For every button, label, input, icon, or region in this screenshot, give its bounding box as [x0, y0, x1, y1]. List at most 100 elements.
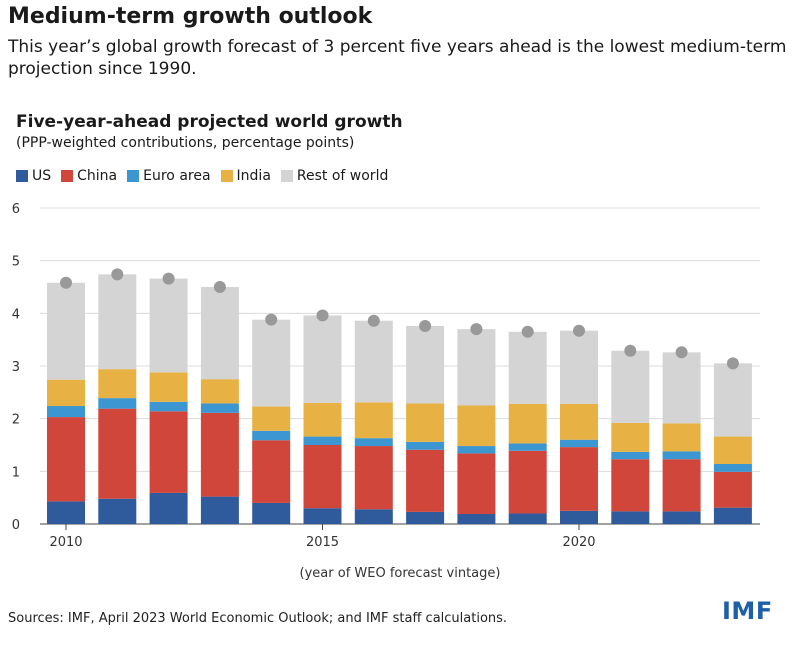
legend-item-india: India: [220, 168, 271, 184]
bar-segment-euro-area: [98, 398, 137, 409]
bar-segment-rest-of-world: [200, 287, 239, 380]
bar-segment-us: [406, 511, 445, 524]
total-marker: [470, 323, 483, 336]
bar-segment-rest-of-world: [611, 350, 650, 423]
bar-segment-india: [354, 402, 393, 439]
y-tick-label: 6: [12, 202, 20, 217]
legend-label: China: [77, 168, 118, 184]
bar-segment-euro-area: [149, 401, 188, 412]
bar-segment-china: [354, 446, 393, 510]
bar-segment-us: [611, 511, 650, 524]
bar-segment-euro-area: [303, 436, 342, 445]
total-marker: [213, 281, 226, 293]
subhead: This year’s global growth forecast of 3 …: [8, 37, 787, 79]
bar-segment-euro-area: [252, 430, 291, 441]
imf-logo: IMF: [722, 597, 773, 625]
plot-area: 0 1 2 3 4 5 6 2010 2015 2020: [12, 202, 760, 550]
bar-segment-china: [303, 445, 342, 509]
bar-segment-rest-of-world: [354, 320, 393, 403]
bar-segment-us: [354, 509, 393, 524]
total-marker: [111, 268, 124, 281]
bar-segment-india: [200, 379, 239, 404]
y-tick-label: 1: [12, 465, 20, 480]
y-tick-label: 2: [12, 413, 20, 428]
bar-segment-us: [47, 501, 85, 524]
x-axis-label: (year of WEO forecast vintage): [299, 566, 501, 581]
bar-segment-us: [252, 502, 291, 524]
x-tick-label: 2015: [306, 535, 339, 550]
total-marker: [316, 309, 329, 322]
bar-segment-india: [303, 402, 342, 437]
bar-segment-india: [560, 403, 598, 440]
legend-swatch: [61, 170, 74, 182]
y-tick-label: 5: [12, 255, 20, 270]
total-marker: [675, 346, 688, 359]
total-marker: [265, 313, 278, 326]
bar-segment-china: [611, 459, 650, 512]
bar-segment-rest-of-world: [47, 282, 85, 380]
bar-segment-us: [149, 492, 188, 524]
legend-item-china: China: [61, 168, 117, 184]
bar-segment-us: [560, 510, 598, 524]
bar-segment-rest-of-world: [713, 363, 752, 437]
source-note: Sources: IMF, April 2023 World Economic …: [8, 611, 508, 626]
bar-segment-india: [149, 372, 188, 402]
bar-segment-rest-of-world: [457, 329, 496, 406]
legend-item-euro-area: Euro area: [127, 168, 211, 184]
total-marker: [419, 319, 432, 332]
legend-item-rest-of-world: Rest of world: [280, 168, 388, 184]
total-marker: [162, 272, 175, 285]
bar-segment-india: [98, 369, 137, 399]
bar-segment-rest-of-world: [252, 319, 291, 407]
legend-swatch: [280, 170, 293, 182]
bar-segment-us: [662, 511, 701, 524]
legend: US China Euro area India Rest of world: [16, 168, 398, 184]
total-marker: [726, 357, 739, 370]
y-tick-label: 3: [12, 360, 20, 375]
total-marker: [573, 324, 585, 337]
bar-segment-euro-area: [560, 439, 598, 448]
x-tick-label: 2020: [562, 535, 595, 550]
bar-segment-us: [713, 507, 752, 524]
bar-segment-india: [662, 423, 701, 452]
headline: Medium-term growth outlook: [8, 4, 373, 29]
bar-segment-euro-area: [47, 406, 85, 418]
bar-segment-china: [713, 471, 752, 508]
bar-segment-china: [406, 449, 445, 512]
legend-swatch: [127, 170, 140, 182]
bar-segment-rest-of-world: [662, 352, 701, 424]
bar-segment-rest-of-world: [508, 331, 547, 404]
bar-segment-us: [98, 498, 137, 524]
total-marker: [367, 314, 380, 327]
legend-swatch: [220, 170, 233, 182]
bar-segment-india: [47, 379, 85, 407]
bar-segment-us: [200, 496, 239, 524]
legend-label: Euro area: [143, 168, 211, 184]
bar-segment-china: [508, 450, 547, 514]
bar-segment-china: [662, 459, 701, 512]
bar-segment-india: [252, 406, 291, 431]
total-marker: [521, 325, 534, 338]
bar-segment-rest-of-world: [149, 278, 188, 373]
bar-segment-rest-of-world: [406, 325, 445, 404]
bar-segment-india: [406, 403, 445, 442]
bar-segment-euro-area: [508, 443, 547, 451]
bar-segment-euro-area: [662, 451, 701, 460]
y-tick-label: 4: [12, 307, 20, 322]
bar-segment-india: [713, 436, 752, 464]
bar-segment-china: [98, 408, 137, 499]
bar-segment-us: [457, 513, 496, 524]
bar-segment-us: [508, 513, 547, 524]
bar-segment-rest-of-world: [560, 330, 598, 404]
legend-item-us: US: [16, 168, 51, 184]
bar-segment-us: [303, 508, 342, 524]
bar-segment-china: [149, 411, 188, 493]
chart-subtitle: (PPP-weighted contributions, percentage …: [16, 135, 355, 151]
bar-segment-rest-of-world: [303, 315, 342, 403]
bar-segment-euro-area: [354, 438, 393, 447]
bar-segment-euro-area: [611, 451, 650, 460]
total-marker: [624, 344, 637, 357]
bar-segment-china: [47, 417, 85, 502]
bar-segment-euro-area: [457, 446, 496, 454]
bar-segment-rest-of-world: [98, 274, 137, 370]
